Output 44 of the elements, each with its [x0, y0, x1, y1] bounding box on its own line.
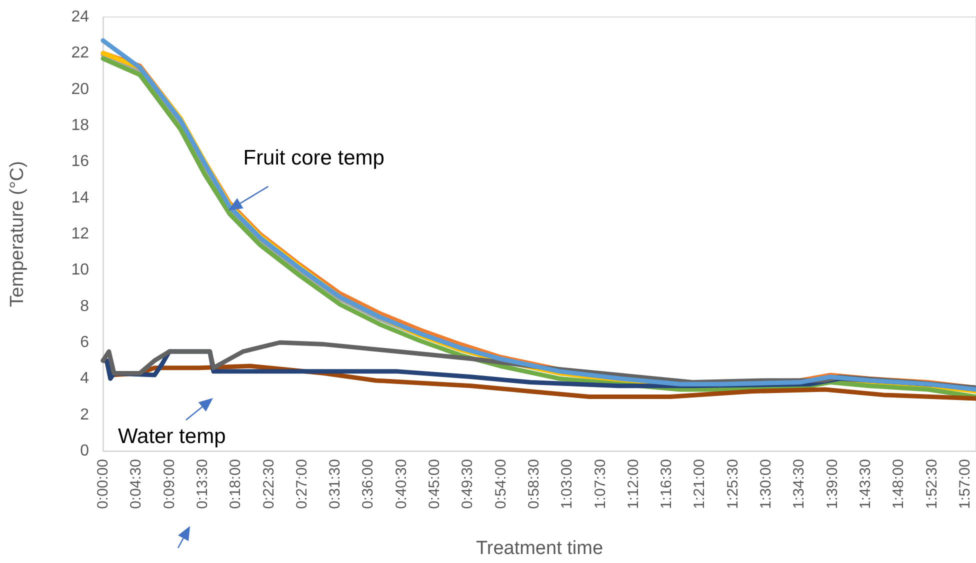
x-tick-label: 1:16:30: [658, 459, 676, 510]
y-tick-label: 16: [71, 153, 90, 170]
y-tick-label: 6: [80, 334, 90, 351]
x-tick-label: 0:45:00: [426, 459, 444, 510]
annotation: Fruit core temp: [243, 146, 384, 170]
y-tick-label: 22: [71, 44, 90, 62]
y-tick-label: 0: [80, 442, 90, 460]
x-tick-label: 1:03:00: [558, 459, 576, 510]
x-tick-label: 0:49:30: [459, 459, 476, 510]
x-tick-label: 1:48:00: [890, 459, 908, 510]
x-tick-label: 1:30:00: [758, 459, 775, 510]
x-tick-label: 0:31:30: [326, 459, 344, 510]
x-tick-label: 1:12:00: [624, 459, 642, 510]
x-tick-label: 0:09:00: [160, 459, 178, 510]
x-tick-label: 0:40:30: [392, 459, 410, 510]
y-tick-label: 14: [71, 189, 90, 206]
y-tick-label: 24: [71, 8, 90, 26]
y-axis-title: Temperature (°C): [7, 161, 28, 307]
x-tick-label: 1:21:00: [691, 459, 708, 510]
y-tick-label: 10: [71, 262, 90, 279]
x-tick-label: 0:00:00: [94, 459, 112, 510]
x-axis-title: Treatment time: [476, 538, 604, 559]
x-tick-label: 0:36:00: [360, 459, 377, 510]
x-tick-label: 1:07:30: [592, 459, 609, 510]
x-tick-label: 1:34:30: [790, 459, 808, 510]
x-tick-label: 1:52:30: [923, 459, 940, 510]
annotation: Water temp: [118, 425, 226, 448]
x-tick-label: 1:57:00: [956, 459, 974, 510]
x-tick-label: 1:39:00: [824, 459, 841, 510]
x-tick-label: 0:13:30: [194, 459, 211, 510]
y-tick-label: 18: [71, 117, 90, 134]
x-tick-label: 0:18:00: [227, 459, 244, 510]
x-tick-label: 0:04:30: [128, 459, 145, 510]
x-tick-label: 0:54:00: [492, 459, 510, 510]
x-tick-label: 1:25:30: [724, 459, 742, 510]
x-tick-label: 0:27:00: [293, 459, 310, 510]
x-tick-label: 0:22:30: [260, 459, 278, 510]
y-tick-label: 2: [80, 406, 90, 424]
x-tick-label: 0:58:30: [525, 459, 542, 510]
y-tick-label: 4: [80, 370, 90, 388]
y-tick-label: 20: [71, 80, 90, 98]
x-tick-label: 1:43:30: [856, 459, 874, 510]
y-tick-label: 12: [71, 226, 90, 242]
y-tick-label: 8: [80, 298, 90, 315]
